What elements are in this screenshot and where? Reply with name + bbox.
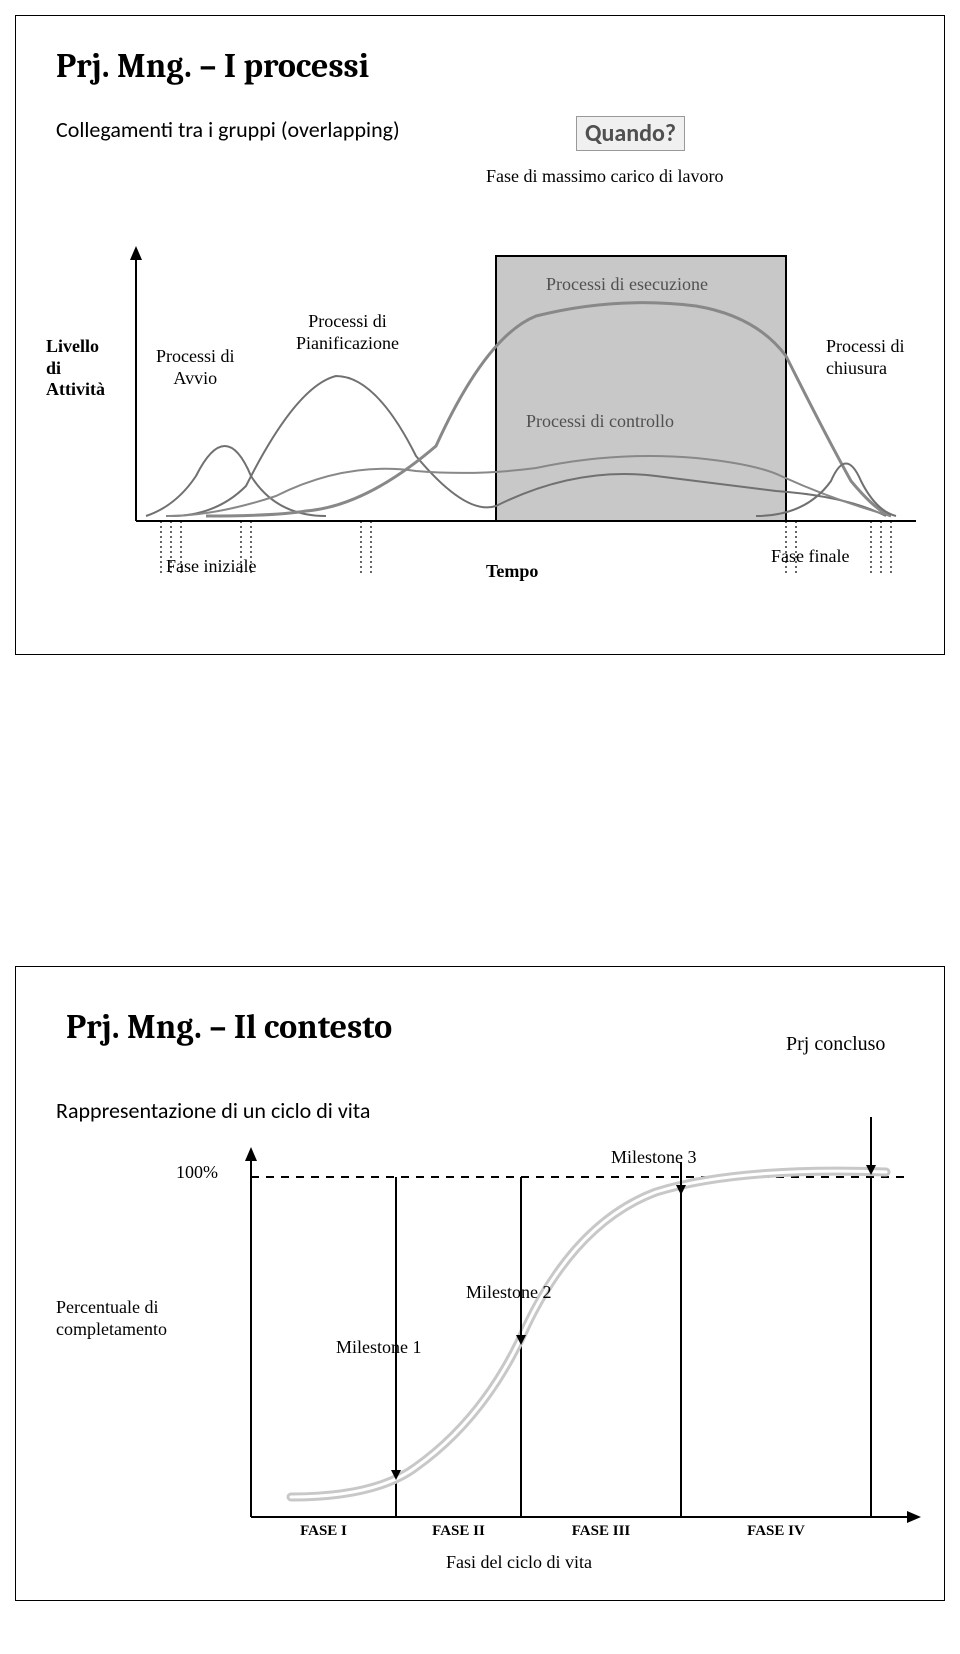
y-axis-label-1: Livello di Attività	[46, 336, 105, 401]
panel-processi: Prj. Mng. – I processi Collegamenti tra …	[15, 15, 945, 655]
x-axis-label-1: Tempo	[486, 561, 538, 583]
label-esecuz: Processi di esecuzione	[546, 274, 708, 296]
svg-text:FASE IV: FASE IV	[747, 1523, 805, 1539]
label-ctrl: Processi di controllo	[526, 411, 674, 433]
svg-text:FASE III: FASE III	[572, 1523, 631, 1539]
milestone-3-label: Milestone 3	[611, 1147, 697, 1169]
fase-finale: Fase finale	[771, 546, 849, 568]
pct100: 100%	[176, 1162, 218, 1184]
svg-text:FASE I: FASE I	[300, 1523, 347, 1539]
milestone-2-label: Milestone 2	[466, 1282, 552, 1304]
panel-contesto: Prj. Mng. – Il contesto Prj concluso Rap…	[15, 966, 945, 1601]
fase-iniziale: Fase iniziale	[166, 556, 256, 578]
label-pianif: Processi di Pianificazione	[296, 311, 399, 354]
x-axis-label-2: Fasi del ciclo di vita	[446, 1552, 592, 1574]
milestone-1-label: Milestone 1	[336, 1337, 422, 1359]
chart-contesto: Prj. Mng. – Il contesto Prj concluso Rap…	[16, 967, 944, 1600]
y-axis-label-2: Percentuale di completamento	[56, 1297, 167, 1340]
chart-processi: Prj. Mng. – I processi Collegamenti tra …	[16, 16, 944, 654]
label-chiusura: Processi di chiusura	[826, 336, 905, 379]
svg-text:FASE II: FASE II	[432, 1523, 485, 1539]
label-avvio: Processi di Avvio	[156, 346, 235, 389]
